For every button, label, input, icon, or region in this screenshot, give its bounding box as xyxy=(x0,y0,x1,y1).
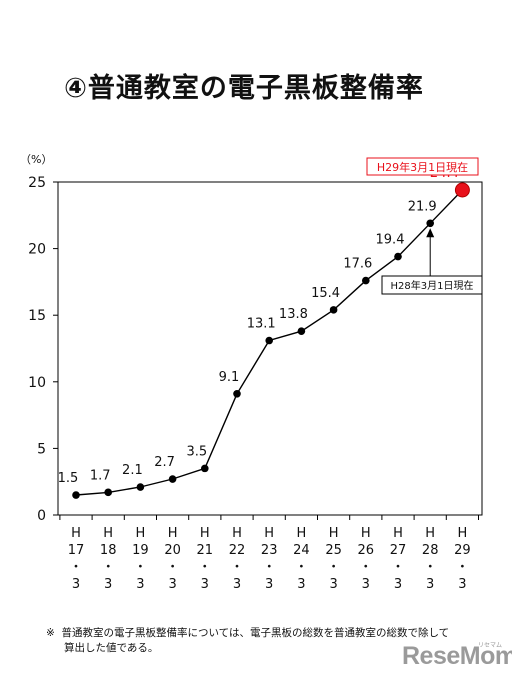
data-label: 13.8 xyxy=(279,307,308,322)
x-tick-label: H 28 ・ 3 xyxy=(422,526,439,592)
data-label: 2.1 xyxy=(122,463,143,478)
y-tick-label: 20 xyxy=(28,242,46,258)
logo-subtext: リセマム xyxy=(478,642,503,649)
footnote-mark: ※ xyxy=(46,627,55,639)
y-tick-label: 0 xyxy=(37,508,46,524)
data-label: 9.1 xyxy=(219,370,240,385)
chart-title: ④普通教室の電子黒板整備率 xyxy=(64,73,424,104)
plot-area-frame xyxy=(57,181,483,516)
x-tick-label: H 26 ・ 3 xyxy=(358,526,375,592)
annotation-h29-text: H29年3月1日現在 xyxy=(377,160,468,174)
y-tick-label: 5 xyxy=(37,441,46,457)
x-tick-label: H 25 ・ 3 xyxy=(325,526,342,592)
data-label: 1.5 xyxy=(58,471,79,486)
annotation-h29-box xyxy=(366,157,479,176)
footnote-line-1: ※ 普通教室の電子黒板整備率については、電子黒板の総数を普通教室の総数で除して xyxy=(46,626,506,641)
x-tick-label: H 23 ・ 3 xyxy=(261,526,278,592)
x-tick-label: H 21 ・ 3 xyxy=(197,526,214,592)
annotation-h28-text: H28年3月1日現在 xyxy=(391,279,474,292)
x-tick-label: H 24 ・ 3 xyxy=(293,526,310,592)
x-tick-label: H 20 ・ 3 xyxy=(164,526,181,592)
x-tick-label: H 18 ・ 3 xyxy=(100,526,117,592)
data-point xyxy=(297,327,306,335)
data-point xyxy=(233,389,241,398)
data-point xyxy=(136,483,145,491)
y-tick-label: 25 xyxy=(28,175,46,191)
annotation-h28: H28年3月1日現在 xyxy=(381,228,483,295)
data-point xyxy=(362,276,370,285)
data-label: 1.7 xyxy=(90,468,111,483)
x-tick-label: H 17 ・ 3 xyxy=(68,526,85,592)
x-axis-ticks: H 17 ・ 3 H 18 ・ 3 H 19 ・ 3 H 20 ・ 3 H 21 ・ 3 H 22 ・ 3 H 23 ・ 3 H 24 ・ 3… xyxy=(59,515,479,592)
footnote-text-1: 普通教室の電子黒板整備率については、電子黒板の総数を普通教室の総数で除して xyxy=(61,627,450,639)
annotation-h28-arrowhead xyxy=(426,228,435,238)
y-tick-label: 10 xyxy=(28,375,46,391)
data-label: 2.7 xyxy=(154,455,175,470)
data-label: 17.6 xyxy=(343,257,372,272)
annotation-h28-box xyxy=(381,275,483,295)
data-point xyxy=(72,491,80,499)
data-label: 19.4 xyxy=(376,233,405,248)
data-point xyxy=(168,475,177,483)
data-point xyxy=(394,252,402,261)
annotation-h29: H29年3月1日現在 xyxy=(366,157,479,176)
data-points xyxy=(72,182,470,499)
y-axis-ticks: 0 5 10 15 20 25 xyxy=(28,175,58,524)
data-label: 15.4 xyxy=(311,286,340,301)
x-tick-label: H 19 ・ 3 xyxy=(132,526,149,592)
x-tick-label: H 27 ・ 3 xyxy=(390,526,407,592)
data-point xyxy=(329,306,338,314)
data-point xyxy=(426,219,435,228)
y-tick-label: 15 xyxy=(28,308,46,324)
line-chart: （%） 0 5 10 15 20 25 H 17 ・ 3 H 18 ・ 3 H 19 ・ 3 H 20 ・ 3 H 21 ・ 3… xyxy=(20,153,483,592)
resemom-logo: ReseMom xyxy=(402,642,512,670)
highlight-point xyxy=(454,182,470,198)
x-tick-label: H 29 ・ 3 xyxy=(454,526,471,592)
x-tick-label: H 22 ・ 3 xyxy=(229,526,246,592)
data-label: 3.5 xyxy=(186,444,207,459)
footnote: ※ 普通教室の電子黒板整備率については、電子黒板の総数を普通教室の総数で除して … xyxy=(46,626,506,656)
data-label: 21.9 xyxy=(408,199,437,214)
footnote-line-2: 算出した値である。 xyxy=(64,642,159,654)
y-axis-unit-label: （%） xyxy=(20,153,52,166)
data-point xyxy=(265,336,274,345)
data-point xyxy=(104,488,112,497)
data-label: 13.1 xyxy=(247,317,276,332)
data-labels: 1.5 1.7 2.1 2.7 3.5 9.1 13.113.815.417.6 19.4 21… xyxy=(58,166,459,486)
data-point xyxy=(201,464,209,473)
